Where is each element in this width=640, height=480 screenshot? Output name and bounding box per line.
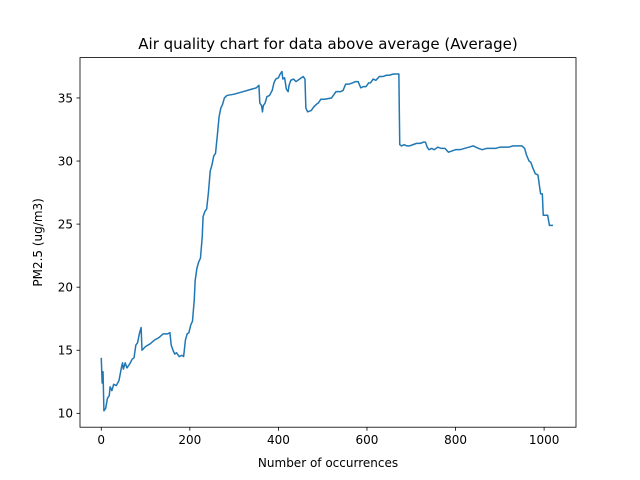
y-tick-label: 15 [58, 344, 73, 358]
y-tick-label: 35 [58, 91, 73, 105]
y-tick-label: 30 [58, 154, 73, 168]
plot-frame [79, 57, 577, 428]
y-axis-label: PM2.5 (ug/m3) [31, 198, 45, 286]
x-tick-label: 800 [444, 433, 467, 447]
x-tick-label: 600 [356, 433, 379, 447]
y-tick-label: 20 [58, 280, 73, 294]
x-tick-label: 0 [97, 433, 105, 447]
y-tick-label: 25 [58, 217, 73, 231]
x-tick-label: 400 [267, 433, 290, 447]
series-line-0 [100, 70, 553, 412]
y-axis-ticks: 10 15 20 25 30 35 [58, 91, 80, 421]
series-layer [100, 70, 553, 412]
x-axis-ticks: 0 200 400 600 800 1000 [97, 427, 559, 447]
x-tick-label: 200 [178, 433, 201, 447]
chart-title: Air quality chart for data above average… [138, 35, 517, 53]
x-tick-label: 1000 [529, 433, 560, 447]
y-tick-label: 10 [58, 407, 73, 421]
x-axis-label: Number of occurrences [258, 456, 398, 470]
